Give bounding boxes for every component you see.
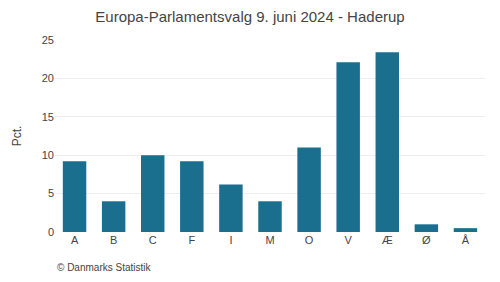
svg-text:10: 10 [42, 149, 54, 161]
svg-text:15: 15 [42, 111, 54, 123]
svg-text:5: 5 [48, 187, 54, 199]
svg-text:Å: Å [462, 234, 470, 246]
svg-text:O: O [305, 234, 314, 246]
svg-text:© Danmarks Statistik: © Danmarks Statistik [57, 262, 152, 273]
svg-text:B: B [110, 234, 117, 246]
svg-text:F: F [188, 234, 195, 246]
svg-text:C: C [149, 234, 157, 246]
svg-text:Æ: Æ [382, 234, 393, 246]
svg-text:0: 0 [48, 226, 54, 238]
svg-text:Ø: Ø [422, 234, 431, 246]
svg-text:I: I [229, 234, 232, 246]
svg-text:20: 20 [42, 72, 54, 84]
svg-text:25: 25 [42, 34, 54, 46]
svg-text:M: M [265, 234, 274, 246]
svg-text:A: A [71, 234, 79, 246]
svg-text:Europa-Parlamentsvalg 9. juni: Europa-Parlamentsvalg 9. juni 2024 - Had… [95, 8, 404, 25]
svg-text:Pct.: Pct. [10, 126, 24, 147]
svg-text:V: V [345, 234, 353, 246]
